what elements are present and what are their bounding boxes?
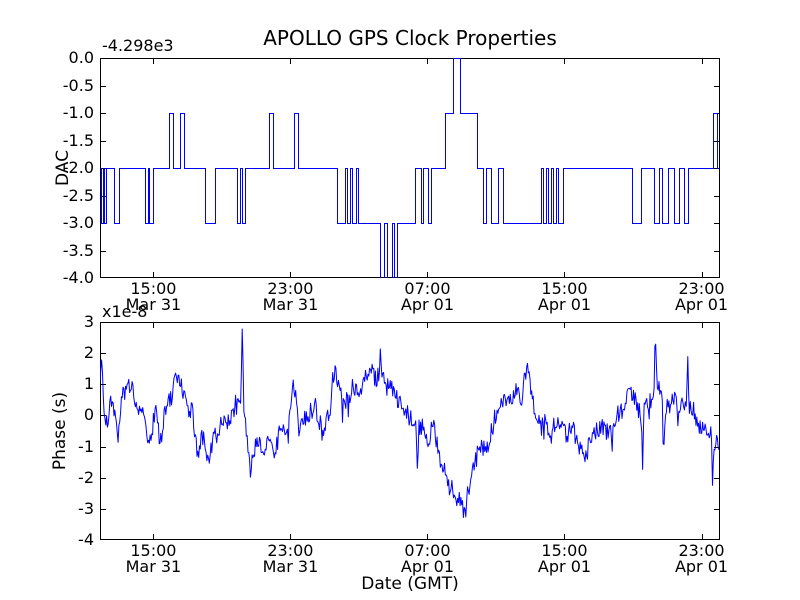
phase-plot: [100, 322, 720, 540]
phase-ytick-label: -4: [78, 530, 94, 549]
x-tick-date: Mar 31: [262, 295, 319, 314]
x-tick-time: 23:00: [267, 279, 314, 298]
x-tick-time: 07:00: [404, 541, 451, 560]
phase-ytick-label: -2: [78, 467, 94, 487]
phase-xtick-label: 15:00 Apr 01: [519, 543, 609, 575]
dac-plot: [100, 58, 720, 278]
phase-ytick-label: 2: [83, 343, 94, 363]
x-tick-date: Apr 01: [674, 557, 729, 576]
phase-axis-label: Phase (s): [50, 391, 70, 471]
dac-ytick-label: 0.0: [68, 48, 94, 67]
phase-axes: [100, 322, 720, 540]
dac-ytick-label: -3.5: [62, 240, 94, 260]
dac-xtick-label: 07:00 Apr 01: [382, 281, 472, 313]
x-tick-date: Apr 01: [537, 557, 592, 576]
x-tick-time: 23:00: [267, 541, 314, 560]
dac-ytick-label: -0.5: [62, 75, 94, 95]
phase-ytick-label: 3: [83, 312, 94, 331]
dac-ytick-label: -4.0: [62, 268, 94, 287]
phase-xtick-label: 07:00 Apr 01: [382, 543, 472, 575]
phase-xtick-label: 15:00 Mar 31: [108, 543, 198, 575]
x-tick-time: 15:00: [130, 541, 177, 560]
phase-xtick-label: 23:00 Mar 31: [245, 543, 335, 575]
x-tick-date: Apr 01: [400, 557, 455, 576]
x-tick-time: 15:00: [541, 279, 588, 298]
dac-axes: [100, 58, 720, 278]
x-tick-time: 23:00: [678, 541, 725, 560]
x-tick-date: Apr 01: [537, 295, 592, 314]
dac-axis-offset-text: -4.298e3: [102, 36, 174, 55]
chart-title: APOLLO GPS Clock Properties: [263, 26, 557, 50]
x-tick-date: Apr 01: [400, 295, 455, 314]
dac-xtick-label: 15:00 Apr 01: [519, 281, 609, 313]
phase-ytick-label: -3: [78, 498, 94, 518]
dac-xtick-label: 23:00 Mar 31: [245, 281, 335, 313]
x-tick-time: 15:00: [130, 279, 177, 298]
x-tick-time: 07:00: [404, 279, 451, 298]
phase-xtick-label: 23:00 Apr 01: [657, 543, 747, 575]
x-tick-date: Mar 31: [125, 557, 182, 576]
x-axis-label: Date (GMT): [361, 574, 459, 594]
x-tick-time: 15:00: [541, 541, 588, 560]
dac-ytick-label: -3.0: [62, 213, 94, 232]
dac-ytick-label: -1.5: [62, 130, 94, 150]
x-tick-date: Mar 31: [262, 557, 319, 576]
dac-ytick-label: -1.0: [62, 103, 94, 122]
x-tick-date: Apr 01: [674, 295, 729, 314]
phase-axis-offset-text: x1e-8: [102, 302, 148, 321]
x-tick-time: 23:00: [678, 279, 725, 298]
dac-xtick-label: 23:00 Apr 01: [657, 281, 747, 313]
dac-axis-label: DAC: [53, 150, 73, 186]
dac-ytick-label: -2.5: [62, 185, 94, 205]
